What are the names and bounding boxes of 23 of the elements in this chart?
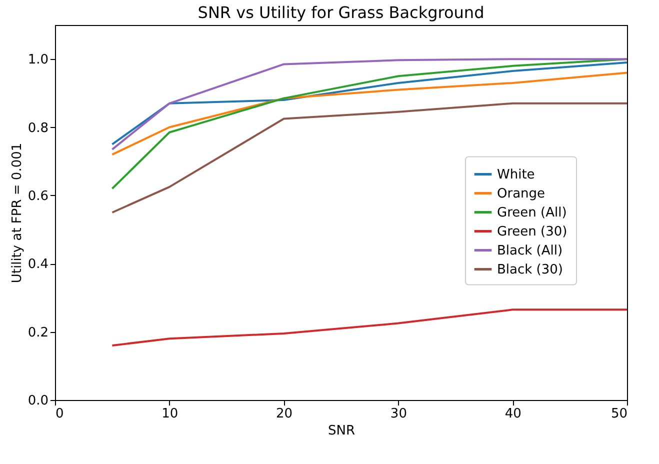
y-tick-label: 0.8 bbox=[28, 120, 48, 136]
x-tick-label: 50 bbox=[610, 406, 628, 422]
line-series bbox=[111, 72, 628, 156]
legend-label: Green (All) bbox=[497, 205, 567, 220]
legend-label: Black (30) bbox=[497, 262, 563, 278]
legend-label: Green (30) bbox=[497, 224, 568, 240]
y-tick-label: 0.4 bbox=[28, 257, 48, 272]
y-axis-title: Utility at FPR = 0.001 bbox=[10, 142, 25, 284]
y-tick-label: 0.0 bbox=[28, 394, 48, 408]
legend-label: White bbox=[497, 167, 535, 182]
y-tick-label: 1.0 bbox=[28, 52, 48, 68]
chart-title: SNR vs Utility for Grass Background bbox=[198, 3, 484, 22]
legend-label: Orange bbox=[497, 186, 546, 202]
x-tick-label: 0 bbox=[56, 406, 64, 422]
legend-label: Black (All) bbox=[497, 243, 563, 258]
x-tick-label: 10 bbox=[162, 406, 178, 422]
line-series bbox=[111, 308, 628, 346]
x-tick-label: 30 bbox=[390, 406, 407, 422]
y-tick-label: 0.2 bbox=[28, 325, 48, 340]
x-axis-title: SNR bbox=[328, 424, 356, 438]
x-tick-label: 20 bbox=[276, 406, 293, 422]
y-tick-label: 0.6 bbox=[28, 188, 48, 204]
x-tick-label: 40 bbox=[504, 406, 522, 422]
